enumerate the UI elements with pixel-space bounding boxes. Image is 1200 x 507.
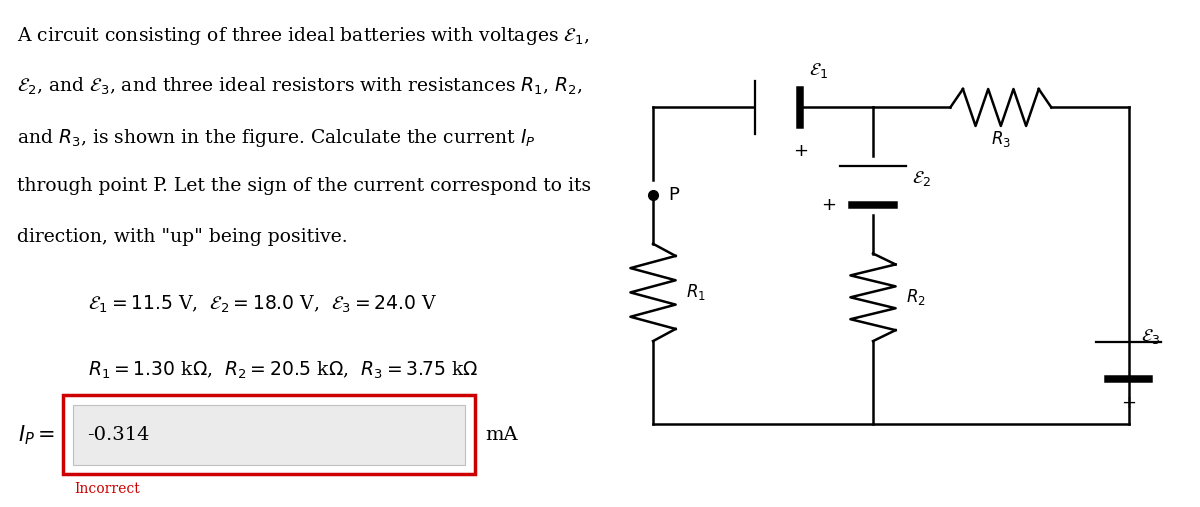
Text: A circuit consisting of three ideal batteries with voltages $\mathcal{E}_1$,: A circuit consisting of three ideal batt… [17, 25, 589, 47]
Text: +: + [821, 196, 836, 214]
Text: direction, with "up" being positive.: direction, with "up" being positive. [17, 228, 347, 246]
Bar [73, 405, 464, 465]
Text: $R_2$: $R_2$ [906, 287, 925, 307]
Text: $R_1$: $R_1$ [685, 282, 706, 303]
Text: P: P [668, 186, 679, 204]
Text: $\mathcal{E}_3$: $\mathcal{E}_3$ [1140, 327, 1159, 346]
Text: Incorrect: Incorrect [74, 482, 140, 496]
Text: $I_P =$: $I_P =$ [18, 423, 55, 447]
Bar [64, 395, 475, 474]
Text: -0.314: -0.314 [88, 426, 150, 444]
Text: $\mathcal{E}_2$, and $\mathcal{E}_3$, and three ideal resistors with resistances: $\mathcal{E}_2$, and $\mathcal{E}_3$, an… [17, 76, 582, 97]
Text: +: + [793, 142, 808, 160]
Text: mA: mA [486, 426, 518, 444]
Text: and $R_3$, is shown in the figure. Calculate the current $I_P$: and $R_3$, is shown in the figure. Calcu… [17, 127, 535, 149]
Text: $\mathcal{E}_1$: $\mathcal{E}_1$ [809, 61, 828, 81]
Text: +: + [1121, 394, 1136, 412]
Text: $\mathcal{E}_1 = 11.5$ V,  $\mathcal{E}_2 = 18.0$ V,  $\mathcal{E}_3 = 24.0$ V: $\mathcal{E}_1 = 11.5$ V, $\mathcal{E}_2… [89, 294, 438, 315]
Text: $R_3$: $R_3$ [991, 129, 1010, 149]
Text: through point P. Let the sign of the current correspond to its: through point P. Let the sign of the cur… [17, 177, 590, 196]
Text: $\mathcal{E}_2$: $\mathcal{E}_2$ [912, 168, 930, 188]
Text: $R_1 = 1.30$ k$\Omega$,  $R_2 = 20.5$ k$\Omega$,  $R_3 = 3.75$ k$\Omega$: $R_1 = 1.30$ k$\Omega$, $R_2 = 20.5$ k$\… [89, 360, 479, 381]
